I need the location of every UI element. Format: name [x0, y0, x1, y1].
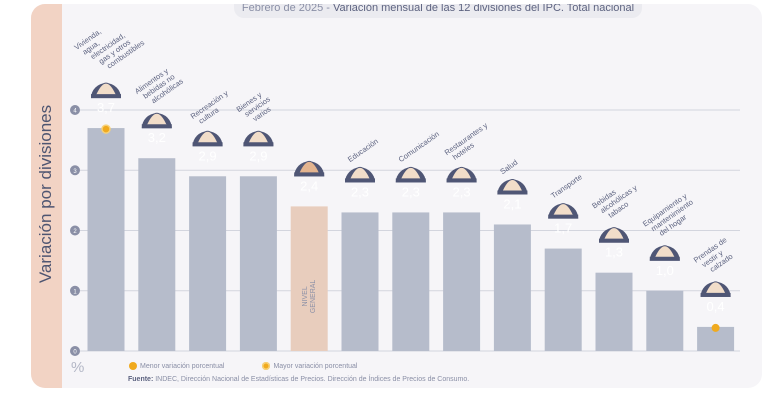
- value-badge-top: [497, 190, 528, 195]
- category-label: Prendas devestir ycalzado: [692, 235, 738, 278]
- y-tick-label: 0: [73, 350, 77, 356]
- y-tick-label: 2: [73, 229, 77, 235]
- category-label: Transporte: [549, 172, 584, 200]
- value-badge-top: [345, 178, 375, 183]
- bar: [646, 290, 684, 351]
- bar: [443, 212, 481, 351]
- y-tick-label: 3: [73, 169, 77, 175]
- y-unit: %: [71, 359, 85, 376]
- category-icon: [451, 166, 473, 179]
- category-icon: [349, 166, 371, 179]
- max-marker-icon: [262, 362, 271, 370]
- value-badge-top: [649, 256, 680, 261]
- bar: [290, 206, 328, 351]
- category-label: Salud: [498, 158, 519, 176]
- value-badge-top: [700, 292, 731, 297]
- category-label: Bienes yserviciosvarios: [235, 87, 277, 127]
- tick-marker: [70, 285, 80, 296]
- value-badge-top: [294, 172, 325, 177]
- value-label: 0,4: [707, 299, 725, 314]
- value-label: 2,9: [249, 148, 267, 163]
- general-bar-label: NIVELGENERAL: [302, 280, 317, 314]
- value-label: 2,3: [351, 184, 369, 199]
- legend-max: Mayor variación porcentual: [262, 362, 357, 370]
- category-icon: [654, 245, 676, 257]
- category-icon: [197, 130, 219, 143]
- bar: [341, 212, 379, 351]
- chart-title: Febrero de 2025 - Variación mensual de l…: [234, 4, 642, 18]
- category-icon: [298, 160, 320, 173]
- bar: [87, 128, 125, 351]
- source-note: Fuente: INDEC, Dirección Nacional de Est…: [128, 376, 470, 383]
- legend-min: Menor variación porcentual: [129, 362, 224, 370]
- value-label: 1,7: [554, 221, 572, 236]
- category-label: Alimentos ybebidas noalcohólicas: [133, 63, 185, 110]
- category-icon: [552, 203, 574, 215]
- category-label: Vivienda,agua,electricidad,gas y otrosco…: [72, 10, 146, 80]
- category-icon: [95, 82, 117, 95]
- category-label: Comunicación: [397, 129, 441, 164]
- bar: [493, 224, 531, 351]
- y-tick-label: 1: [73, 289, 77, 295]
- tick-marker: [70, 165, 80, 176]
- value-badge-top: [243, 142, 274, 147]
- value-badge-top: [599, 238, 629, 243]
- category-label: Restaurantes yhoteles: [443, 121, 495, 164]
- value-badge-top: [395, 178, 426, 183]
- value-badge-top: [446, 178, 477, 183]
- category-icon: [501, 178, 523, 191]
- bar: [544, 248, 582, 351]
- value-label: 2,3: [402, 184, 420, 199]
- tick-marker: [70, 105, 80, 115]
- value-label: 2,4: [300, 178, 318, 193]
- value-label: 1,0: [656, 263, 674, 278]
- bar: [595, 272, 633, 351]
- value-label: 1,3: [605, 245, 623, 260]
- category-icon: [603, 227, 625, 239]
- max-marker: [101, 124, 111, 134]
- tick-marker: [70, 225, 80, 236]
- category-label: Recreación ycultura: [189, 88, 235, 128]
- legend: Menor variación porcentual Mayor variaci…: [129, 362, 357, 370]
- value-label: 3,7: [97, 100, 115, 115]
- value-label: 2,9: [199, 148, 217, 163]
- y-tick-label: 4: [73, 109, 77, 115]
- value-badge-top: [192, 142, 223, 147]
- category-icon: [400, 166, 422, 179]
- category-icon: [146, 112, 168, 125]
- tick-marker: [70, 346, 80, 356]
- category-label: Equipamiento ymantenimientodel hogar: [641, 191, 699, 243]
- category-label: Educación: [346, 137, 380, 164]
- bar: [138, 158, 176, 351]
- value-badge-top: [141, 124, 172, 129]
- value-label: 3,2: [148, 130, 166, 145]
- value-label: 2,1: [503, 196, 521, 211]
- bar: [189, 176, 227, 351]
- category-icon: [705, 281, 727, 294]
- category-icon: [247, 130, 269, 143]
- value-badge-top: [91, 94, 121, 99]
- bar: [239, 176, 277, 351]
- axis-strip: [31, 4, 62, 388]
- category-label: Bebidasalcohólicas ytabaco: [590, 176, 644, 224]
- min-marker: [711, 323, 720, 332]
- bar: [392, 212, 430, 351]
- value-label: 2,3: [453, 184, 471, 199]
- min-marker-icon: [129, 362, 137, 370]
- value-badge-top: [548, 214, 579, 219]
